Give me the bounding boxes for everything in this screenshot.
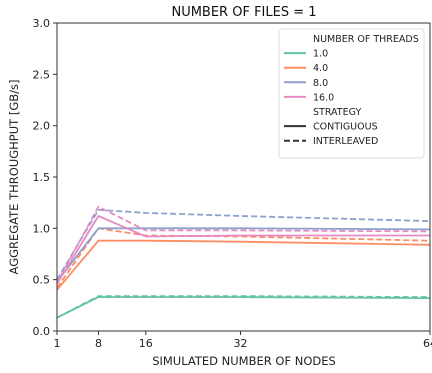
tick-layer: 1 8 16 32 64 0.0 0.5 1.0 1.5 2.0 2.5 3.0: [33, 17, 432, 350]
y-axis-title: AGGREGATE THROUGHPUT [GB/s]: [7, 80, 21, 275]
series-8-0-interleaved-point: [145, 212, 147, 214]
legend-box: [278, 28, 425, 159]
series-16-0-contiguous-point: [98, 215, 100, 217]
series-8-0-contiguous-point: [98, 227, 100, 229]
series-16-0-interleaved-point: [240, 230, 242, 232]
series-4-0-contiguous-point: [240, 241, 242, 243]
series-8-0-contiguous-line: [56, 227, 431, 283]
series-8-0-contiguous-point: [145, 227, 147, 229]
legend-label-interleaved: INTERLEAVED: [313, 136, 378, 147]
series-1-0-interleaved-line: [56, 295, 431, 319]
y-tick-label: 1.0: [33, 222, 51, 235]
series-4-0-contiguous-line: [56, 239, 431, 291]
series-16-0-contiguous-point: [145, 236, 147, 238]
series-4-0-interleaved-line: [56, 227, 431, 289]
legend-label-contiguous: CONTIGUOUS: [313, 122, 378, 133]
series-4-0-contiguous-point: [145, 240, 147, 242]
y-tick-label: 2.5: [33, 68, 51, 81]
series-8-0-contiguous-point: [240, 227, 242, 229]
legend-label-8-0: 8.0: [313, 78, 328, 89]
series-16-0-contiguous-point: [240, 235, 242, 237]
legend-label-1-0: 1.0: [313, 49, 328, 60]
series-layer: [56, 205, 431, 319]
x-axis-title: SIMULATED NUMBER OF NODES: [152, 354, 336, 368]
series-16-0-interleaved-line: [56, 205, 431, 284]
y-tick-label: 2.0: [33, 120, 51, 133]
series-4-0-contiguous-point: [98, 240, 100, 242]
legend-style-title: STRATEGY: [313, 107, 362, 118]
x-tick-label: 1: [54, 337, 61, 350]
x-tick-label: 32: [234, 337, 248, 350]
x-tick-label: 8: [95, 337, 102, 350]
legend-hue-title: NUMBER OF THREADS: [313, 34, 419, 45]
series-8-0-interleaved-line: [56, 208, 431, 281]
y-tick-label: 3.0: [33, 17, 51, 30]
chart-title: NUMBER OF FILES = 1: [171, 5, 316, 20]
series-8-0-interleaved-point: [240, 215, 242, 217]
y-tick-label: 0.0: [33, 325, 51, 338]
series-16-0-interleaved-point: [145, 230, 147, 232]
series-16-0-interleaved-point: [98, 206, 100, 208]
series-1-0-contiguous-line: [56, 296, 431, 319]
series-1-0-interleaved-point: [145, 295, 147, 297]
y-tick-label: 0.5: [33, 274, 51, 287]
legend-items: NUMBER OF THREADS 1.0 4.0 8.0 16.0 STRATEGY CO…: [284, 34, 419, 147]
series-16-0-contiguous-line: [56, 215, 430, 285]
legend-label-16-0: 16.0: [313, 92, 334, 103]
x-tick-label: 64: [423, 337, 432, 350]
legend: NUMBER OF THREADS 1.0 4.0 8.0 16.0 STRATEGY CO…: [278, 28, 425, 159]
y-tick-label: 1.5: [33, 171, 51, 184]
legend-label-4-0: 4.0: [313, 63, 328, 74]
x-tick-label: 16: [139, 337, 153, 350]
series-1-0-interleaved-point: [98, 295, 100, 297]
series-1-0-interleaved-point: [240, 295, 242, 297]
